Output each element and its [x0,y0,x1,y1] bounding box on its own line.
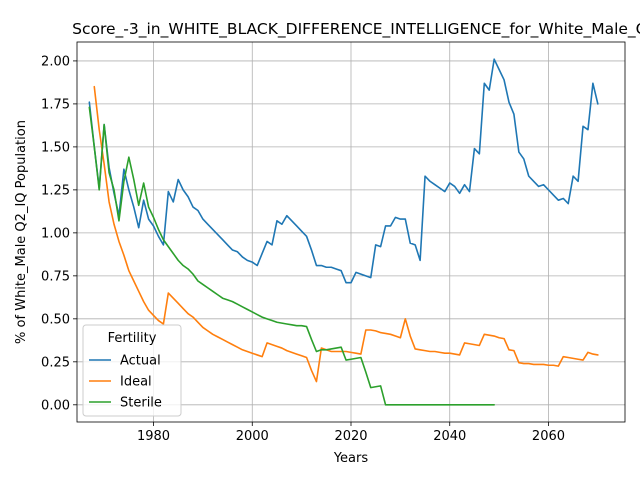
y-tick-label: 0.50 [41,312,70,327]
y-tick-label: 1.50 [41,140,70,155]
x-tick-label: 2000 [236,429,269,444]
legend-box [82,324,182,417]
x-tick-label: 2040 [433,429,466,444]
series-line-actual [88,58,599,284]
axis-ticks: 1980 2000 2020 2040 2060 0.00 0.25 0.50 0.75 1.00… [41,54,565,444]
y-tick-label: 1.75 [41,97,70,112]
y-tick-label: 0.00 [41,398,70,413]
y-axis-label: % of White_Male Q2_IQ Population [14,120,29,344]
series-line-ideal [93,85,599,383]
y-tick-label: 1.00 [41,226,70,241]
x-tick-label: 1980 [137,429,170,444]
y-tick-label: 0.75 [41,269,70,284]
legend-label-ideal: Ideal [120,375,152,390]
legend-label-actual: Actual [120,354,161,369]
x-tick-label: 2060 [532,429,565,444]
legend-title: Fertility [108,331,157,346]
series-lines [88,58,599,406]
legend: Fertility Actual Ideal Sterile [82,324,182,417]
y-tick-label: 1.25 [41,183,70,198]
y-tick-label: 2.00 [41,54,70,69]
legend-label-sterile: Sterile [120,396,162,411]
x-axis-label: Years [333,451,369,466]
series-line-sterile [88,106,495,406]
x-tick-label: 2020 [334,429,367,444]
y-tick-label: 0.25 [41,355,70,370]
chart-title: Score_-3_in_WHITE_BLACK_DIFFERENCE_INTEL… [72,20,640,39]
legend-entries: Actual Ideal Sterile [89,354,162,411]
